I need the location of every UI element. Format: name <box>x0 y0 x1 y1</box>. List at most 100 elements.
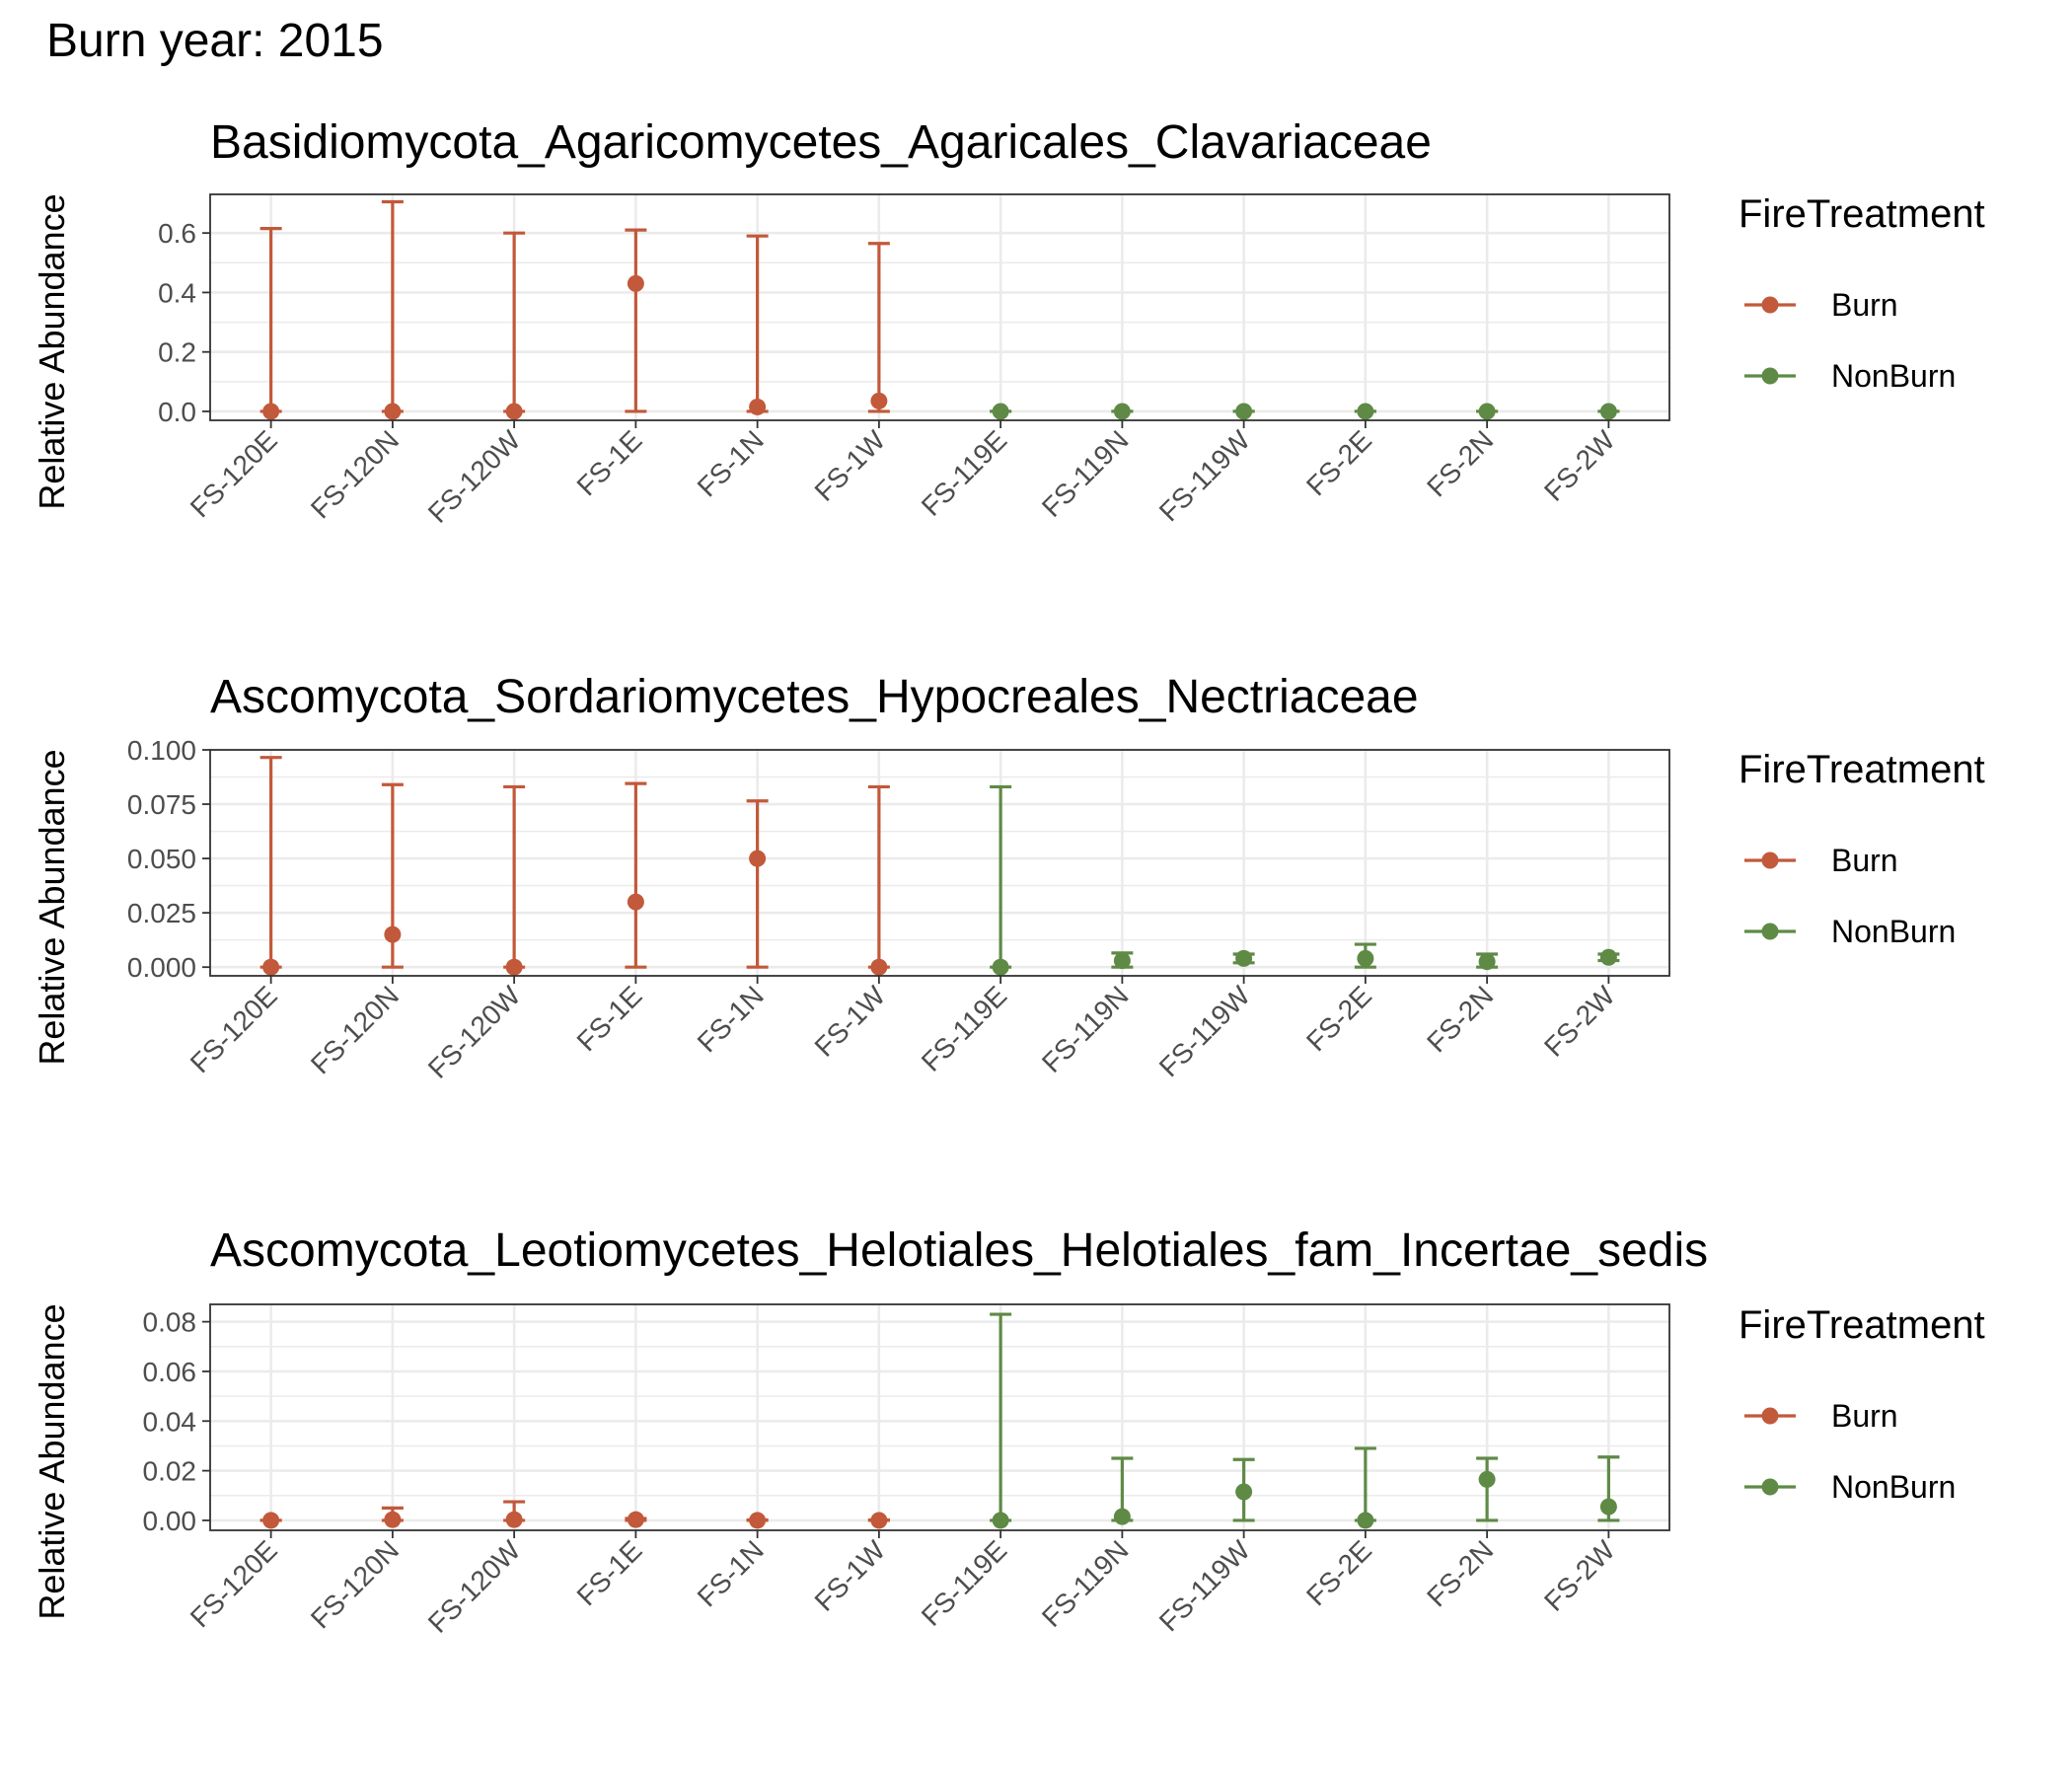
legend-title: FireTreatment <box>1739 748 1985 791</box>
x-tick-label: FS-120W <box>422 980 527 1084</box>
x-tick-label: FS-119N <box>1036 1534 1135 1633</box>
y-tick-label: 0.000 <box>127 952 196 983</box>
legend: FireTreatment Burn NonBurn <box>1739 748 1985 949</box>
legend-title: FireTreatment <box>1739 192 1985 236</box>
y-tick-label: 0.2 <box>158 337 196 368</box>
y-axis-label: Relative Abundance <box>32 193 72 509</box>
data-point <box>627 893 644 911</box>
x-tick-label: FS-120N <box>305 980 405 1079</box>
data-point <box>262 403 280 420</box>
legend-title: FireTreatment <box>1739 1303 1985 1347</box>
data-point <box>384 1511 402 1528</box>
y-tick-label: 0.100 <box>127 735 196 766</box>
data-point <box>505 1511 523 1528</box>
x-tick-label: FS-120E <box>185 980 283 1078</box>
data-point <box>1357 1512 1374 1529</box>
y-tick-label: 0.02 <box>143 1456 197 1487</box>
data-point <box>1357 949 1374 967</box>
y-tick-label: 0.00 <box>143 1506 197 1536</box>
x-tick-label: FS-120N <box>305 424 405 524</box>
x-tick-label: FS-1N <box>692 980 770 1058</box>
x-tick-label: FS-2E <box>1300 1534 1377 1611</box>
y-tick-label: 0.4 <box>158 277 196 308</box>
legend-key-point <box>1761 1478 1779 1496</box>
panel-background <box>210 750 1669 976</box>
data-point <box>1599 948 1617 966</box>
legend-label: NonBurn <box>1831 914 1956 949</box>
x-tick-label: FS-120E <box>185 1534 283 1633</box>
data-point <box>1478 1470 1496 1488</box>
y-tick-label: 0.025 <box>127 898 196 928</box>
data-point <box>749 398 767 415</box>
panel-title: Ascomycota_Sordariomycetes_Hypocreales_N… <box>210 671 1419 723</box>
legend-label: NonBurn <box>1831 1469 1956 1505</box>
x-tick-label: FS-2W <box>1538 980 1621 1063</box>
data-point <box>870 392 888 409</box>
data-point <box>749 1512 767 1529</box>
panel-title: Basidiomycota_Agaricomycetes_Agaricales_… <box>210 116 1432 169</box>
legend: FireTreatment Burn NonBurn <box>1739 192 1985 394</box>
data-point <box>262 958 280 976</box>
legend-label: Burn <box>1831 843 1898 878</box>
data-point <box>1113 1508 1131 1525</box>
y-axis-label: Relative Abundance <box>32 1303 72 1619</box>
data-point <box>1113 403 1131 420</box>
data-point <box>1478 953 1496 971</box>
y-tick-label: 0.04 <box>143 1406 197 1437</box>
x-tick-label: FS-119N <box>1036 980 1135 1078</box>
panel-3: 0.00 0.02 0.04 0.06 0.08 FS-120E FS-120N FS-120… <box>32 1224 1985 1639</box>
panel-border <box>209 193 1670 421</box>
data-point <box>992 1512 1009 1529</box>
x-tick-label: FS-119N <box>1036 424 1135 523</box>
legend-key-point <box>1761 296 1779 314</box>
panel-title: Ascomycota_Leotiomycetes_Helotiales_Helo… <box>210 1224 1708 1277</box>
x-tick-label: FS-120W <box>422 1534 527 1639</box>
data-point <box>1478 403 1496 420</box>
data-point <box>1113 952 1131 970</box>
y-axis-label: Relative Abundance <box>32 749 72 1065</box>
figure-title: Burn year: 2015 <box>46 15 384 67</box>
y-tick-label: 0.075 <box>127 789 196 820</box>
data-point <box>1235 403 1253 420</box>
x-tick-label: FS-2N <box>1421 1534 1499 1612</box>
legend-label: Burn <box>1831 287 1898 323</box>
legend-key-point <box>1761 1407 1779 1425</box>
y-tick-label: 0.0 <box>158 397 196 427</box>
x-tick-label: FS-2E <box>1300 424 1377 501</box>
x-tick-label: FS-1W <box>809 980 892 1063</box>
data-point <box>627 274 644 292</box>
y-tick-label: 0.6 <box>158 218 196 249</box>
x-tick-label: FS-120E <box>185 424 283 523</box>
x-tick-label: FS-2W <box>1538 424 1621 507</box>
panel-1: 0.0 0.2 0.4 0.6 FS-120E FS-120N FS-120W FS-1E FS… <box>32 116 1985 529</box>
data-point <box>749 850 767 867</box>
panel-background <box>210 1304 1669 1530</box>
x-tick-label: FS-119W <box>1153 980 1256 1082</box>
x-tick-label: FS-120W <box>422 424 527 529</box>
data-point <box>870 958 888 976</box>
data-point <box>1599 1498 1617 1516</box>
panel-border <box>209 749 1670 977</box>
x-tick-label: FS-120N <box>305 1534 405 1634</box>
legend-label: Burn <box>1831 1398 1898 1434</box>
legend-key-point <box>1761 851 1779 869</box>
data-point <box>262 1512 280 1529</box>
legend: FireTreatment Burn NonBurn <box>1739 1303 1985 1505</box>
legend-key-point <box>1761 367 1779 385</box>
data-point <box>1599 403 1617 420</box>
data-point <box>870 1512 888 1529</box>
data-point <box>1235 1483 1253 1501</box>
x-tick-label: FS-119W <box>1153 1534 1256 1637</box>
legend-key-point <box>1761 923 1779 940</box>
x-tick-label: FS-1E <box>571 424 648 501</box>
y-tick-label: 0.08 <box>143 1307 197 1338</box>
x-tick-label: FS-1E <box>571 980 648 1057</box>
data-point <box>1357 403 1374 420</box>
x-tick-label: FS-2E <box>1300 980 1377 1057</box>
data-point <box>992 403 1009 420</box>
panel-border <box>209 1303 1670 1531</box>
data-point <box>627 1511 644 1528</box>
